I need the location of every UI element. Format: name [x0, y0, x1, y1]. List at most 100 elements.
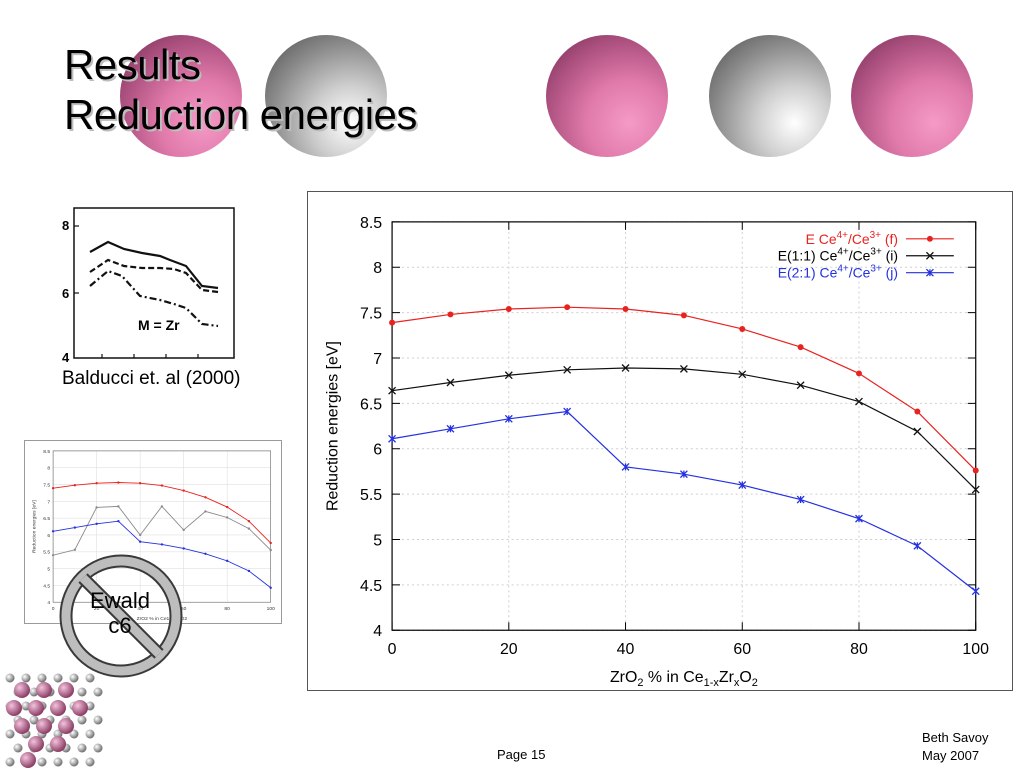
oxygen-atom — [37, 673, 47, 683]
y-tick-label: 8.5 — [360, 215, 382, 232]
thumb-data-point — [51, 553, 55, 557]
thumb-data-point — [269, 586, 272, 589]
thumb-data-point — [247, 569, 251, 573]
cerium-atom — [72, 700, 88, 716]
thumb-data-point — [204, 510, 207, 513]
legend-entry: E(1:1) Ce4+/Ce3+ (i) — [778, 247, 898, 264]
data-point — [504, 371, 513, 380]
data-point — [389, 319, 396, 326]
oxygen-atom — [85, 757, 95, 767]
oxygen-atom — [53, 673, 63, 683]
oxygen-atom — [13, 743, 23, 753]
cerium-atom — [6, 700, 22, 716]
thumb-data-point — [182, 528, 185, 532]
y-tick-label: 6.5 — [360, 396, 382, 413]
x-tick-label: 60 — [733, 641, 751, 658]
oxygen-atom — [5, 757, 15, 767]
data-point — [738, 481, 747, 489]
oxygen-atom — [53, 729, 63, 739]
data-point — [621, 462, 630, 471]
data-point — [738, 370, 747, 379]
presentation-date: May 2007 — [922, 748, 980, 763]
reference-curve-dashed — [89, 258, 219, 294]
legend-marker — [925, 268, 934, 277]
thumb-plot-frame — [52, 450, 272, 603]
data-point — [914, 408, 921, 415]
data-point — [505, 306, 512, 312]
legend-marker — [925, 251, 934, 260]
data-point — [680, 312, 687, 319]
thumb-data-point — [204, 552, 207, 555]
thumb-data-point — [269, 548, 272, 552]
no-sign-icon — [59, 554, 183, 678]
y-tick-label: 4.5 — [360, 578, 382, 595]
x-tick-label: 0 — [388, 641, 397, 658]
thumb-x-tick-label: 100 — [267, 606, 275, 612]
y-tick-label: 7.5 — [360, 306, 382, 323]
x-tick-label: 20 — [500, 641, 518, 658]
decorative-circle — [546, 35, 668, 157]
thumb-x-tick-label: 80 — [224, 606, 230, 612]
page-number: Page 15 — [497, 747, 546, 762]
thumb-data-point — [160, 484, 164, 487]
data-point — [446, 378, 455, 387]
oxygen-atom — [53, 757, 63, 767]
ewald-label: Ewald c6 — [60, 588, 180, 638]
data-point — [446, 424, 455, 433]
series-line — [391, 410, 977, 592]
thumb-data-point — [204, 496, 207, 499]
oxygen-atom — [37, 757, 47, 767]
reference-y-tick: 8 — [62, 218, 69, 233]
decorative-circle — [851, 35, 973, 157]
cerium-atom — [58, 682, 74, 698]
cerium-atom — [28, 736, 44, 752]
plot-frame — [391, 221, 977, 631]
cerium-atom — [28, 700, 44, 716]
data-point — [739, 325, 746, 332]
reference-plot: 8 6 4 M = Zr — [62, 207, 235, 362]
thumb-series-line — [53, 482, 272, 544]
thumb-data-point — [160, 543, 164, 546]
thumb-data-point — [73, 526, 77, 529]
y-tick-label: 7 — [373, 351, 382, 368]
data-point — [388, 434, 397, 443]
data-point — [563, 407, 572, 416]
thumb-data-point — [95, 522, 98, 526]
thumb-y-tick-label: 4 — [47, 600, 50, 606]
data-point — [913, 427, 922, 436]
data-point — [679, 364, 688, 373]
reference-curve-dash-dot — [89, 269, 219, 328]
thumb-data-point — [73, 484, 77, 487]
author-block: Beth Savoy May 2007 — [922, 729, 989, 765]
title-line-2: Reduction energies — [64, 91, 417, 138]
thumb-y-tick-label: 4.5 — [43, 583, 50, 589]
data-point — [913, 541, 922, 550]
thumb-data-point — [269, 541, 272, 545]
oxygen-atom — [77, 743, 87, 753]
data-point — [855, 514, 863, 523]
thumb-data-point — [95, 481, 98, 485]
data-point — [971, 587, 980, 596]
thumb-data-point — [182, 547, 185, 550]
data-point — [971, 485, 980, 494]
main-chart: 4 4.5 5 5.5 6 6.5 7 7.5 8 8.5 0 20 40 60 80 100 E Ce4+/C… — [307, 191, 1013, 691]
data-point — [564, 304, 571, 311]
x-axis-label: ZrO2 % in Ce1-xZrxO2 — [610, 669, 758, 689]
oxygen-atom — [85, 673, 95, 683]
oxygen-atom — [77, 687, 87, 697]
ewald-line-1: Ewald — [90, 588, 150, 613]
oxygen-atom — [29, 715, 39, 725]
oxygen-atom — [69, 757, 79, 767]
thumb-data-point — [95, 506, 98, 509]
thumb-data-point — [225, 559, 229, 563]
reference-curve-label: M = Zr — [138, 317, 180, 333]
legend-entry: E(2:1) Ce4+/Ce3+ (j) — [778, 264, 898, 281]
thumb-data-point — [51, 530, 55, 533]
data-point — [388, 386, 397, 395]
y-tick-label: 5.5 — [360, 487, 382, 504]
decorative-circle — [709, 35, 831, 157]
cerium-atom — [14, 682, 30, 698]
data-point — [796, 381, 805, 390]
data-point — [797, 344, 804, 351]
thumb-data-point — [247, 519, 251, 523]
